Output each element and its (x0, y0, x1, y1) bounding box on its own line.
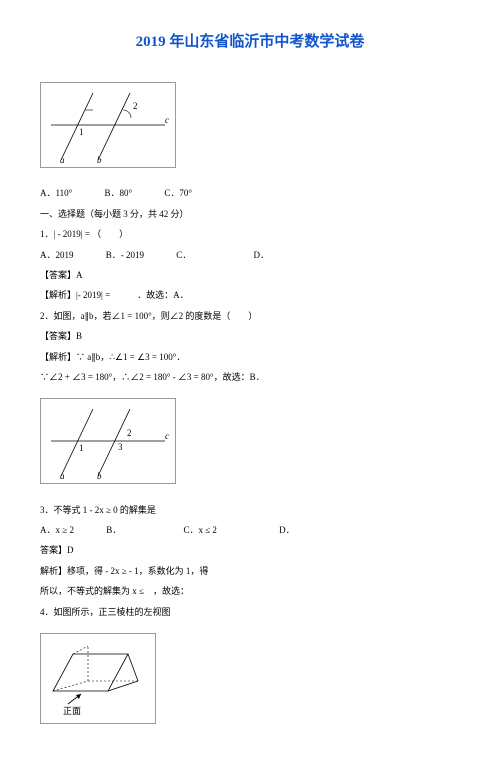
opt-d: D． (279, 525, 295, 535)
page-title: 2019 年山东省临沂市中考数学试卷 (40, 30, 460, 54)
svg-text:b: b (97, 471, 102, 481)
opt-c: C． (176, 250, 191, 260)
figure-2: 1 2 3 c a b (40, 398, 176, 484)
svg-text:1: 1 (79, 127, 84, 137)
explain-2b: ∵∠2 + ∠3 = 180°，∴∠2 = 180° - ∠3 = 80°，故选… (40, 370, 460, 384)
answer-2: 【答案】B (40, 329, 460, 343)
figure-3: 正面 (40, 633, 156, 724)
figure-1: 1 2 c a b (40, 82, 176, 168)
q3-options: A．x ≥ 2 B． C．x ≤ 2 D． (40, 523, 460, 537)
q-options-1: A．110° B．80° C．70° (40, 186, 460, 200)
opt-b: B．80° (105, 188, 133, 198)
svg-text:a: a (60, 471, 65, 481)
opt-c: C．x ≤ 2 (183, 525, 216, 535)
explain-1: 【解析】|- 2019| = ．故选：A． (40, 288, 460, 302)
opt-a: A．x ≥ 2 (40, 525, 74, 535)
svg-text:正面: 正面 (63, 706, 81, 716)
answer-3: 答案】D (40, 543, 460, 557)
q2: 2．如图，a∥b，若∠1 = 100°，则∠2 的度数是（ ） (40, 309, 460, 323)
q1: 1．| - 2019| = （ ） (40, 227, 460, 241)
section-heading: 一、选择题（每小题 3 分，共 42 分） (40, 207, 460, 221)
opt-a: A．110° (40, 188, 72, 198)
explain-3a: 解析】移项，得 - 2x ≥ - 1，系数化为 1，得 (40, 564, 460, 578)
svg-text:c: c (165, 115, 169, 125)
q1-options: A．2019 B．- 2019 C． D． (40, 248, 460, 262)
answer-1: 【答案】A (40, 268, 460, 282)
svg-text:2: 2 (133, 101, 138, 111)
svg-text:a: a (60, 155, 65, 165)
opt-a: A．2019 (40, 250, 74, 260)
svg-text:3: 3 (118, 442, 123, 452)
opt-b: B．- 2019 (106, 250, 144, 260)
svg-text:2: 2 (127, 428, 132, 438)
opt-d: D． (254, 250, 270, 260)
explain-2a: 【解析】∵ a∥b，∴∠1 = ∠3 = 100°． (40, 350, 460, 364)
svg-text:1: 1 (79, 443, 84, 453)
opt-b: B． (106, 525, 121, 535)
q4: 4．如图所示，正三棱柱的左视图 (40, 605, 460, 619)
q3: 3．不等式 1 - 2x ≥ 0 的解集是 (40, 503, 460, 517)
opt-c: C．70° (164, 188, 192, 198)
explain-3b: 所以，不等式的解集为 x ≤ ，故选： (40, 584, 460, 598)
svg-text:c: c (165, 431, 169, 441)
svg-text:b: b (97, 155, 102, 165)
